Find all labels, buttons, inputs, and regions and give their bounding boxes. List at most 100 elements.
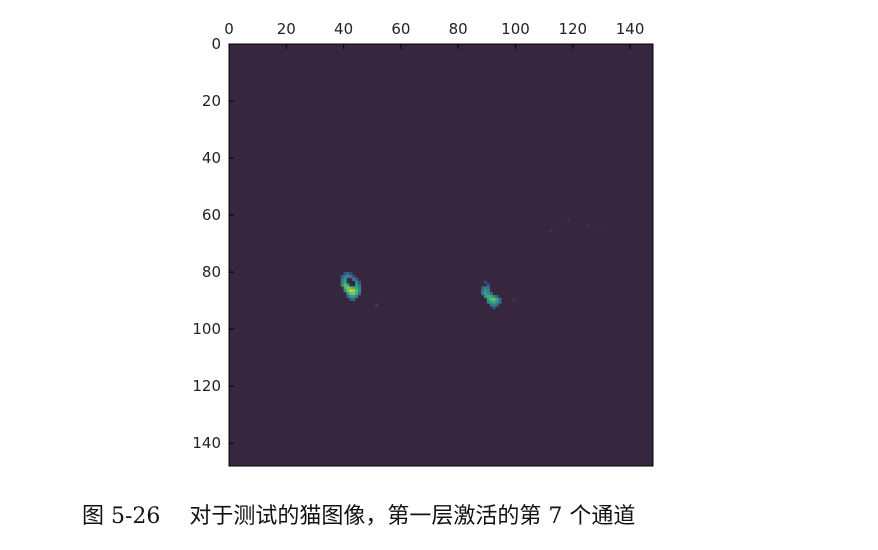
heatmap-cell	[343, 272, 347, 276]
heatmap-cell	[481, 286, 485, 290]
heatmap-cell	[352, 274, 356, 279]
heatmap-cell	[357, 286, 362, 290]
heatmap-cell	[355, 294, 359, 299]
heatmap-cell	[357, 289, 362, 293]
heatmap-cell	[481, 292, 485, 296]
heatmap-cell	[512, 297, 516, 301]
heatmap-cell	[549, 229, 554, 233]
x-tick-label: 60	[391, 20, 410, 38]
x-tick-label: 80	[449, 20, 468, 38]
heatmap-cell	[343, 289, 347, 293]
heatmap-cell	[355, 280, 359, 284]
x-tick-label: 0	[224, 20, 234, 38]
heatmap-cell	[340, 277, 344, 281]
heatmap-cell	[343, 274, 347, 279]
activation-heatmap-figure: 0 20 40 60 80 100 120 140 0 20 40 60 80 100 120 140	[192, 20, 654, 467]
heatmap-cell	[352, 277, 356, 281]
heatmap-cell	[346, 274, 350, 279]
heatmap-cell	[349, 286, 353, 290]
heatmap-cell	[486, 294, 491, 299]
heatmap-cell	[349, 272, 353, 276]
heatmap-cell	[483, 289, 488, 293]
y-tick-label: 60	[202, 206, 221, 224]
heatmap-cell	[489, 292, 493, 296]
heatmap-cell	[357, 292, 362, 296]
heatmap-cell	[495, 300, 499, 304]
heatmap-cell	[357, 280, 362, 284]
heatmap-cell	[498, 300, 502, 304]
x-axis-top: 0 20 40 60 80 100 120 140	[224, 20, 644, 49]
heatmap-cell	[340, 274, 344, 279]
heatmap-cell	[349, 297, 353, 301]
heatmap-cell	[346, 294, 350, 299]
heatmap-cell	[598, 226, 602, 230]
heatmap-cell	[483, 292, 488, 296]
heatmap-cell	[375, 303, 379, 307]
heatmap-cell	[346, 283, 350, 287]
heatmap-cell	[355, 289, 359, 293]
heatmap-cells	[340, 217, 602, 310]
heatmap-cell	[486, 283, 491, 287]
plot-frame	[228, 43, 654, 467]
heatmap-cell	[587, 223, 591, 227]
heatmap-cell	[486, 292, 491, 296]
heatmap-cell	[489, 303, 493, 307]
heatmap-cell	[355, 283, 359, 287]
heatmap-cell	[483, 286, 488, 290]
heatmap-cell	[492, 306, 496, 310]
heatmap-cell	[498, 297, 502, 301]
heatmap-cell	[355, 292, 359, 296]
x-tick-label: 40	[334, 20, 353, 38]
y-tick-label: 20	[202, 92, 221, 110]
y-tick-label: 0	[211, 35, 221, 53]
heatmap-cell	[346, 289, 350, 293]
heatmap-cell	[489, 300, 493, 304]
heatmap-cell	[495, 303, 499, 307]
heatmap-cell	[352, 289, 356, 293]
heatmap-cell	[343, 283, 347, 287]
heatmap-cell	[492, 300, 496, 304]
y-tick-label: 120	[192, 377, 221, 395]
heatmap-cell	[486, 286, 491, 290]
heatmap-cell	[346, 292, 350, 296]
heatmap-cell	[346, 286, 350, 290]
heatmap-cell	[355, 286, 359, 290]
heatmap-cell	[483, 294, 488, 299]
heatmap-cell	[340, 280, 344, 284]
y-tick-label: 80	[202, 263, 221, 281]
heatmap-cell	[349, 292, 353, 296]
heatmap-cell	[495, 294, 499, 299]
heatmap-cell	[352, 294, 356, 299]
heatmap-cell	[343, 286, 347, 290]
x-tick-label: 120	[558, 20, 587, 38]
heatmap-cell	[352, 286, 356, 290]
y-tick-label: 40	[202, 149, 221, 167]
heatmap-cell	[486, 297, 491, 301]
x-tick-label: 140	[616, 20, 645, 38]
y-tick-label: 100	[192, 320, 221, 338]
heatmap-cell	[343, 280, 347, 284]
heatmap-cell	[486, 300, 491, 304]
heatmap-cell	[492, 297, 496, 301]
heatmap-background	[229, 44, 653, 466]
x-tick-label: 20	[277, 20, 296, 38]
heatmap-cell	[343, 277, 347, 281]
heatmap-cell	[346, 272, 350, 276]
x-tick-label: 100	[501, 20, 530, 38]
heatmap-cell	[567, 217, 571, 222]
heatmap-cell	[349, 289, 353, 293]
heatmap-cell	[352, 292, 356, 296]
heatmap-cell	[481, 289, 485, 293]
heatmap-cell	[489, 294, 493, 299]
heatmap-cell	[340, 283, 344, 287]
heatmap-cell	[492, 294, 496, 299]
heatmap-cell	[483, 280, 488, 284]
heatmap-cell	[349, 274, 353, 279]
y-axis-left: 0 20 40 60 80 100 120 140	[192, 35, 234, 452]
heatmap-cell	[357, 283, 362, 287]
heatmap-cell	[486, 289, 491, 293]
heatmap-cell	[492, 303, 496, 307]
heatmap-cell	[352, 297, 356, 301]
heatmap-cell	[355, 277, 359, 281]
y-tick-label: 140	[192, 434, 221, 452]
